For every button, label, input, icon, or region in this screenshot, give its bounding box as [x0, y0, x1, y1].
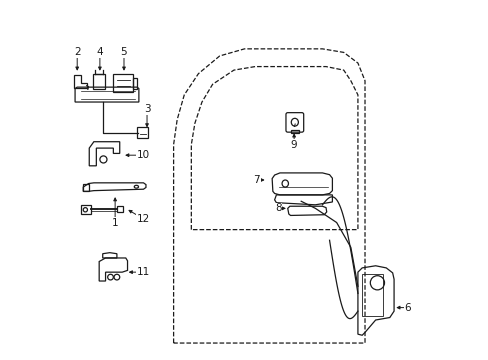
- Text: 9: 9: [290, 140, 297, 149]
- Text: 1: 1: [112, 217, 118, 228]
- Text: 2: 2: [74, 48, 81, 57]
- Text: 6: 6: [404, 303, 410, 312]
- Text: 3: 3: [143, 104, 150, 114]
- Text: 11: 11: [137, 267, 150, 277]
- Text: 7: 7: [253, 175, 260, 185]
- Text: 8: 8: [274, 203, 281, 213]
- Text: 4: 4: [96, 48, 103, 57]
- Text: 10: 10: [137, 150, 150, 160]
- Text: 12: 12: [137, 214, 150, 224]
- Text: 5: 5: [121, 48, 127, 57]
